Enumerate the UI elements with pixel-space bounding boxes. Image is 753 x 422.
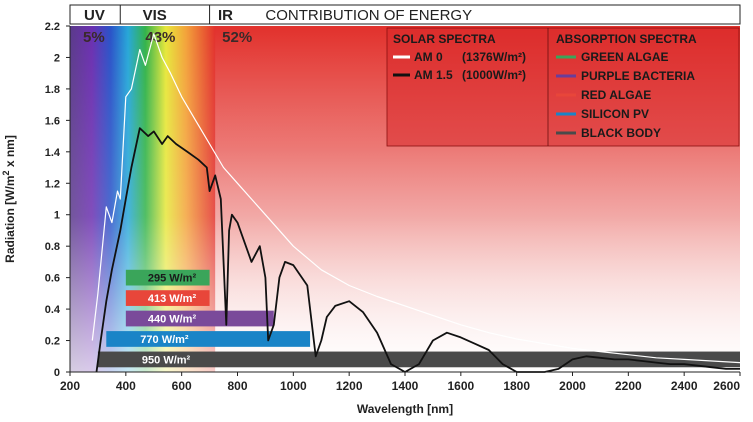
y-tick-label-9: 1.8 (45, 84, 60, 96)
x-axis-ticks: 200 400 600 800 1000 1200 1400 1600 1800 2000 2200… (60, 372, 741, 393)
y-tick-label-0: 0 (54, 367, 60, 379)
series-line-am-0 (91, 33, 741, 364)
legend-solar-items: AM 0 (1376W/m²) AM 1.5 (1000W/m²) (393, 50, 526, 82)
percent-ir: 52% (222, 29, 252, 46)
x-tick-label-9: 2000 (559, 379, 586, 393)
x-tick-label-6: 1400 (392, 379, 419, 393)
region-label-uv: UV (84, 7, 105, 24)
y-tick-label-11: 2.2 (45, 21, 60, 33)
x-tick-label-0: 200 (60, 379, 80, 393)
legend-absorption-label-3: SILICON PV (581, 107, 649, 121)
absorption-band-label-2: 440 W/m² (148, 314, 197, 326)
x-tick-label-2: 600 (172, 379, 192, 393)
legend-solar-value-1: (1000W/m²) (462, 68, 526, 82)
x-tick-label-7: 1600 (447, 379, 474, 393)
legend-box (386, 27, 740, 147)
legend: SOLAR SPECTRA ABSORPTION SPECTRA AM 0 (13… (386, 27, 740, 147)
x-axis-label: Wavelength [nm] (357, 402, 453, 416)
y-tick-label-6: 1.2 (45, 178, 60, 190)
percent-uv: 5% (83, 29, 105, 46)
x-tick-label-12: 2600 (713, 379, 740, 393)
y-tick-label-2: 0.4 (45, 304, 61, 316)
solar-series (91, 33, 741, 373)
y-tick-label-1: 0.2 (45, 336, 60, 348)
absorption-band-label-3: 770 W/m² (140, 334, 189, 346)
region-label-vis: VIS (143, 7, 167, 24)
y-tick-label-5: 1 (54, 210, 60, 222)
y-tick-label-4: 0.8 (45, 241, 60, 253)
legend-absorption-title: ABSORPTION SPECTRA (556, 32, 697, 46)
absorption-band-2 (125, 310, 274, 327)
absorption-band-4 (97, 351, 740, 368)
absorption-band-0 (125, 269, 210, 286)
series-line-am-1-5 (95, 127, 740, 373)
absorption-band-label-1: 413 W/m² (148, 293, 197, 305)
x-tick-label-1: 400 (116, 379, 136, 393)
absorption-band-1 (125, 290, 210, 306)
legend-solar-label-1: AM 1.5 (414, 68, 453, 82)
legend-absorption-label-1: PURPLE BACTERIA (581, 69, 695, 83)
percent-vis: 43% (145, 29, 175, 46)
header-background (69, 4, 741, 25)
x-tick-label-5: 1200 (336, 379, 363, 393)
y-tick-label-10: 2 (54, 52, 60, 64)
legend-absorption-label-2: RED ALGAE (581, 88, 651, 102)
absorption-band-3 (106, 331, 311, 347)
legend-solar-label-0: AM 0 (414, 50, 443, 64)
absorption-band-label-4: 950 W/m² (142, 354, 191, 366)
y-tick-label-3: 0.6 (45, 273, 60, 285)
y-axis-label: Radiation [W/m2 x nm] (1, 135, 17, 263)
region-label-ir: IR (218, 7, 233, 24)
x-tick-label-10: 2200 (615, 379, 642, 393)
chart-title: CONTRIBUTION OF ENERGY (265, 7, 472, 24)
x-tick-label-11: 2400 (671, 379, 698, 393)
absorption-bands: 295 W/m² 413 W/m² 440 W/m² 770 W/m² 950 W/m² (97, 269, 740, 368)
legend-absorption-items: GREEN ALGAE PURPLE BACTERIA RED ALGAE SILIC… (556, 50, 695, 140)
x-tick-label-3: 800 (227, 379, 247, 393)
legend-absorption-label-4: BLACK BODY (581, 126, 661, 140)
axes: 200 400 600 800 1000 1200 1400 1600 1800 2000 2200… (1, 21, 741, 416)
legend-solar-value-0: (1376W/m²) (462, 50, 526, 64)
x-tick-label-4: 1000 (280, 379, 307, 393)
x-tick-label-8: 1800 (503, 379, 530, 393)
y-tick-label-7: 1.4 (45, 147, 61, 159)
legend-absorption-label-0: GREEN ALGAE (581, 50, 669, 64)
absorption-band-label-0: 295 W/m² (148, 273, 197, 285)
legend-solar-title: SOLAR SPECTRA (393, 32, 496, 46)
y-tick-label-8: 1.6 (45, 115, 60, 127)
y-axis-ticks: 0 0.2 0.4 0.6 0.8 1 1.2 1.4 1.6 1.8 2 2.2 (45, 21, 70, 379)
energy-contribution-header: UV VIS IR CONTRIBUTION OF ENERGY 5% 43% … (69, 4, 741, 46)
